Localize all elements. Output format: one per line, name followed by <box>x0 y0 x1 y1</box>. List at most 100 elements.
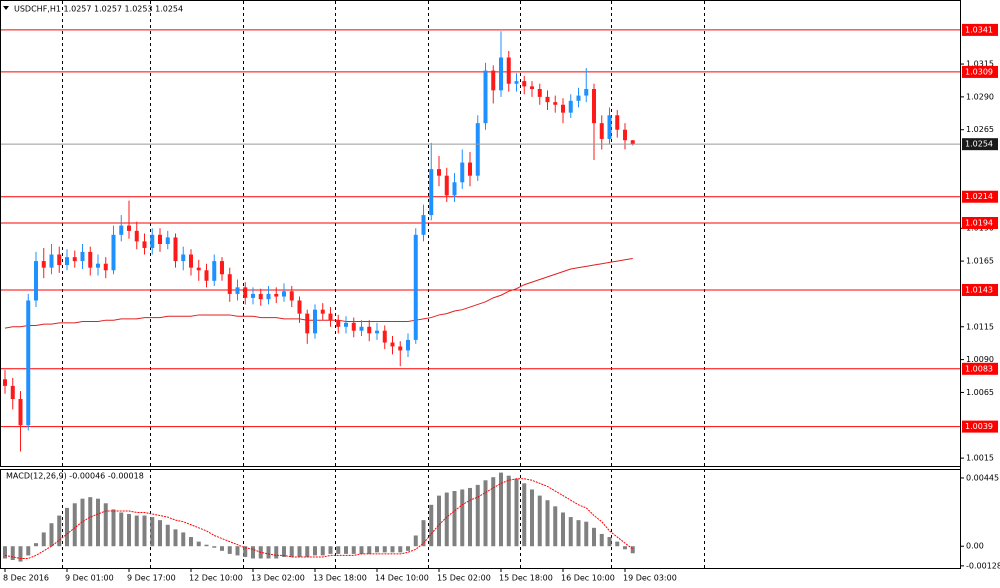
candle-body <box>460 162 465 183</box>
candle-body <box>142 241 147 248</box>
level-badge <box>962 283 998 296</box>
candle-body <box>313 309 317 334</box>
candle-body <box>514 81 519 84</box>
level-badge <box>962 65 998 78</box>
macd-bar <box>561 512 565 547</box>
candle-body <box>305 313 310 334</box>
x-tick-label: 15 Dec 18:00 <box>499 574 553 583</box>
macd-bar <box>49 523 54 547</box>
candle-body <box>344 322 348 327</box>
macd-bar <box>10 546 15 561</box>
candle-body <box>320 309 325 314</box>
candle-body <box>336 320 341 327</box>
level-label: 1.0039 <box>965 422 993 431</box>
candle-body <box>196 267 201 271</box>
candle-body <box>561 104 565 113</box>
candle-body <box>165 237 170 245</box>
candle-body <box>499 57 503 91</box>
macd-bar <box>111 509 116 547</box>
price-badge <box>962 138 998 151</box>
level-badge <box>962 216 998 229</box>
level-badge <box>962 23 998 36</box>
candle-body <box>615 115 620 130</box>
level-label: 1.0143 <box>965 285 993 294</box>
candle-body <box>607 115 612 139</box>
macd-bar <box>150 517 155 547</box>
candle-body <box>289 291 294 301</box>
x-tick-label: 13 Dec 18:00 <box>313 574 367 583</box>
candle-body <box>57 254 62 266</box>
macd-bar <box>3 546 7 559</box>
candle-body <box>351 322 356 331</box>
level-label: 1.0341 <box>965 25 993 34</box>
level-label: 1.0214 <box>965 192 993 201</box>
macd-bar <box>220 546 224 551</box>
candle-body <box>274 293 279 297</box>
candle-body <box>96 263 100 268</box>
candle-body <box>375 330 379 334</box>
x-tick-label: 9 Dec 17:00 <box>127 574 176 583</box>
candle-body <box>227 274 232 294</box>
macd-bar <box>452 491 457 547</box>
candle-body <box>103 263 108 271</box>
macd-bar <box>243 546 248 557</box>
macd-bar <box>351 546 356 554</box>
macd-bar <box>289 546 294 557</box>
macd-bar <box>444 492 449 547</box>
candle-body <box>382 330 387 343</box>
macd-bar <box>491 477 496 547</box>
macd-bar <box>72 503 77 547</box>
candle-body <box>592 89 596 124</box>
candle-body <box>475 123 480 176</box>
macd-bar <box>196 541 201 547</box>
macd-bar <box>468 487 472 547</box>
candle-body <box>297 300 302 314</box>
macd-bar <box>65 507 69 547</box>
x-tick-label: 13 Dec 02:00 <box>251 574 305 583</box>
x-tick-label: 9 Dec 01:00 <box>65 574 114 583</box>
macd-bar <box>375 546 379 553</box>
macd-bar <box>545 500 550 547</box>
macd-bar <box>305 546 310 557</box>
candle-body <box>173 237 178 262</box>
moving-average <box>4 257 633 329</box>
macd-bar <box>413 535 418 547</box>
candle-body <box>584 89 589 96</box>
macd-bar <box>537 495 542 547</box>
macd-bar <box>34 543 38 547</box>
macd-bar <box>514 478 519 547</box>
candle-body <box>111 234 116 271</box>
macd-bar <box>142 515 147 547</box>
y-tick-label: 1.0015 <box>966 454 994 463</box>
y-tick-label: 1.0290 <box>966 92 994 101</box>
candle-body <box>266 293 271 300</box>
level-badge <box>962 190 998 203</box>
macd-bar <box>165 524 170 547</box>
macd-bar <box>522 483 527 547</box>
candle-body <box>452 182 457 196</box>
y-tick-label: -0.00128 <box>966 561 1000 570</box>
macd-title: MACD(12,26,9) -0.00046 -0.00018 <box>6 472 144 481</box>
x-tick-label: 8 Dec 2016 <box>3 574 49 583</box>
level-label: 1.0194 <box>965 218 993 227</box>
macd-bar <box>313 546 317 556</box>
macd-bar <box>127 514 131 547</box>
menu-icon <box>3 6 9 10</box>
macd-bar <box>437 495 441 547</box>
level-label: 1.0309 <box>965 67 993 76</box>
macd-bar <box>158 520 162 547</box>
macd-bar <box>599 533 604 547</box>
candle-body <box>522 81 527 87</box>
macd-bar <box>212 546 217 548</box>
candle-body <box>437 169 441 176</box>
macd-bar <box>607 537 612 547</box>
candle-body <box>483 70 488 124</box>
candle-body <box>398 346 403 351</box>
macd-bar <box>227 546 232 554</box>
candle-body <box>212 261 217 281</box>
x-tick-label: 12 Dec 10:00 <box>189 574 243 583</box>
y-tick-label: 1.0315 <box>966 60 994 69</box>
candle-body <box>34 261 38 301</box>
candle-body <box>413 234 418 340</box>
